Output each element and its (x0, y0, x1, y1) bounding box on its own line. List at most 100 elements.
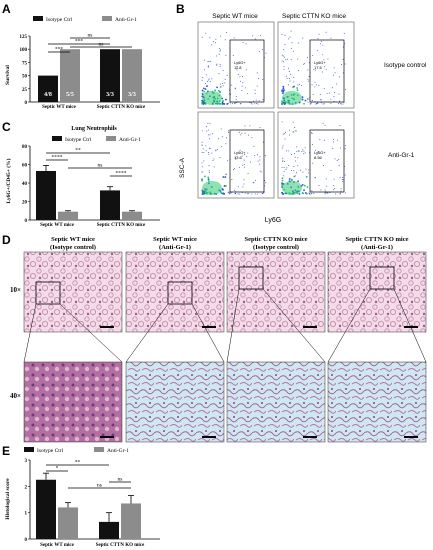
flow-event (281, 60, 283, 62)
legend-swatch-isotype (52, 136, 62, 141)
flow-event (262, 78, 264, 80)
y-tick-label: 60 (22, 164, 28, 169)
flow-event (336, 139, 338, 141)
flow-event (314, 81, 316, 83)
flow-event (333, 74, 335, 76)
histology-col-title: Septic WT mice (51, 236, 95, 243)
flow-event (202, 148, 204, 150)
flow-event (293, 131, 295, 133)
flow-event (322, 164, 324, 166)
flow-event (292, 121, 294, 123)
flow-event (283, 103, 286, 105)
flow-event (207, 65, 209, 67)
flow-gate-value: 13.6 (234, 155, 243, 160)
group-label-wt: Septic WT mice (40, 543, 74, 548)
bar-isotype-ctrl (100, 49, 120, 102)
histology-10x-image (226, 251, 326, 333)
significance-label: *** (75, 39, 84, 45)
flow-event (225, 32, 227, 34)
flow-event (285, 150, 287, 152)
flow-event (344, 174, 346, 176)
flow-event (341, 177, 343, 179)
flow-event (254, 193, 256, 195)
flow-event (327, 192, 329, 194)
flow-event (303, 63, 305, 65)
y-tick-label: 20 (22, 201, 28, 206)
flow-event (202, 87, 205, 90)
flow-event (324, 66, 326, 68)
histology-40x-image (226, 361, 326, 443)
flow-event (283, 175, 285, 177)
flow-event (341, 63, 343, 65)
flow-event (217, 148, 219, 150)
flow-event (224, 78, 226, 80)
flow-event (290, 59, 292, 61)
flow-event (326, 192, 328, 194)
flow-event (219, 47, 221, 49)
flow-event (283, 66, 285, 68)
flow-event (339, 125, 341, 127)
flow-event (285, 59, 287, 61)
flow-event (204, 69, 206, 71)
flow-event (203, 59, 205, 61)
flow-event (314, 86, 316, 88)
flow-gate (309, 39, 345, 103)
flow-event (288, 84, 290, 86)
flow-event (251, 103, 253, 105)
flow-event (205, 145, 207, 147)
flow-event (303, 153, 305, 155)
panel-letter-e: E (2, 444, 11, 458)
flow-event (304, 99, 307, 102)
flow-event (201, 144, 203, 146)
flow-event (232, 55, 234, 57)
flow-event (296, 146, 298, 148)
flow-event (303, 189, 305, 192)
flow-event (337, 103, 339, 105)
bars: 4/8 3/3 5/5 3/3 (38, 49, 142, 102)
flow-event (310, 102, 312, 104)
flow-event (282, 133, 284, 135)
flow-event (284, 34, 286, 36)
flow-event (241, 85, 243, 87)
flow-event (297, 180, 300, 183)
legend-label-isotype: Isotype Ctrl (65, 137, 92, 143)
flow-event (261, 171, 263, 173)
flow-event (214, 89, 217, 92)
legend-swatch-antigr1 (102, 16, 112, 21)
flow-event (202, 77, 204, 79)
flow-event (298, 150, 300, 152)
flow-event (259, 35, 261, 37)
flow-event (235, 192, 237, 194)
flow-event (201, 193, 204, 195)
flow-event (243, 159, 245, 161)
flow-event (281, 182, 283, 185)
flow-event (210, 61, 212, 63)
flow-event (317, 38, 319, 40)
flow-event (209, 138, 211, 140)
scale-bar (404, 436, 418, 438)
panel-letter-b: B (176, 2, 185, 16)
flow-event (296, 172, 298, 174)
flow-event (291, 42, 293, 44)
histology-col-title: Septic CTTN KO mice (244, 236, 307, 243)
flow-event (259, 163, 261, 165)
bar-isotype-ctrl (99, 521, 119, 539)
flow-event (224, 82, 226, 84)
flow-event (204, 83, 206, 85)
flow-event (333, 189, 335, 191)
flow-event (219, 156, 221, 158)
significance-label: ns (98, 163, 103, 169)
zoom-connector-line (23, 303, 37, 363)
significance-label: ns (118, 477, 123, 483)
flow-event (258, 50, 260, 52)
flow-event (247, 152, 249, 154)
flow-event (234, 168, 236, 170)
flow-event (307, 101, 309, 103)
flow-event (308, 169, 310, 171)
histology-10x-image (327, 251, 427, 333)
flow-event (216, 63, 218, 65)
flow-event (282, 193, 285, 195)
flow-event (252, 35, 254, 37)
panel-c-chart: Lung Neutrophils Isotype Ctrl Anti-Gr-1 … (5, 126, 160, 228)
flow-event (336, 159, 338, 161)
